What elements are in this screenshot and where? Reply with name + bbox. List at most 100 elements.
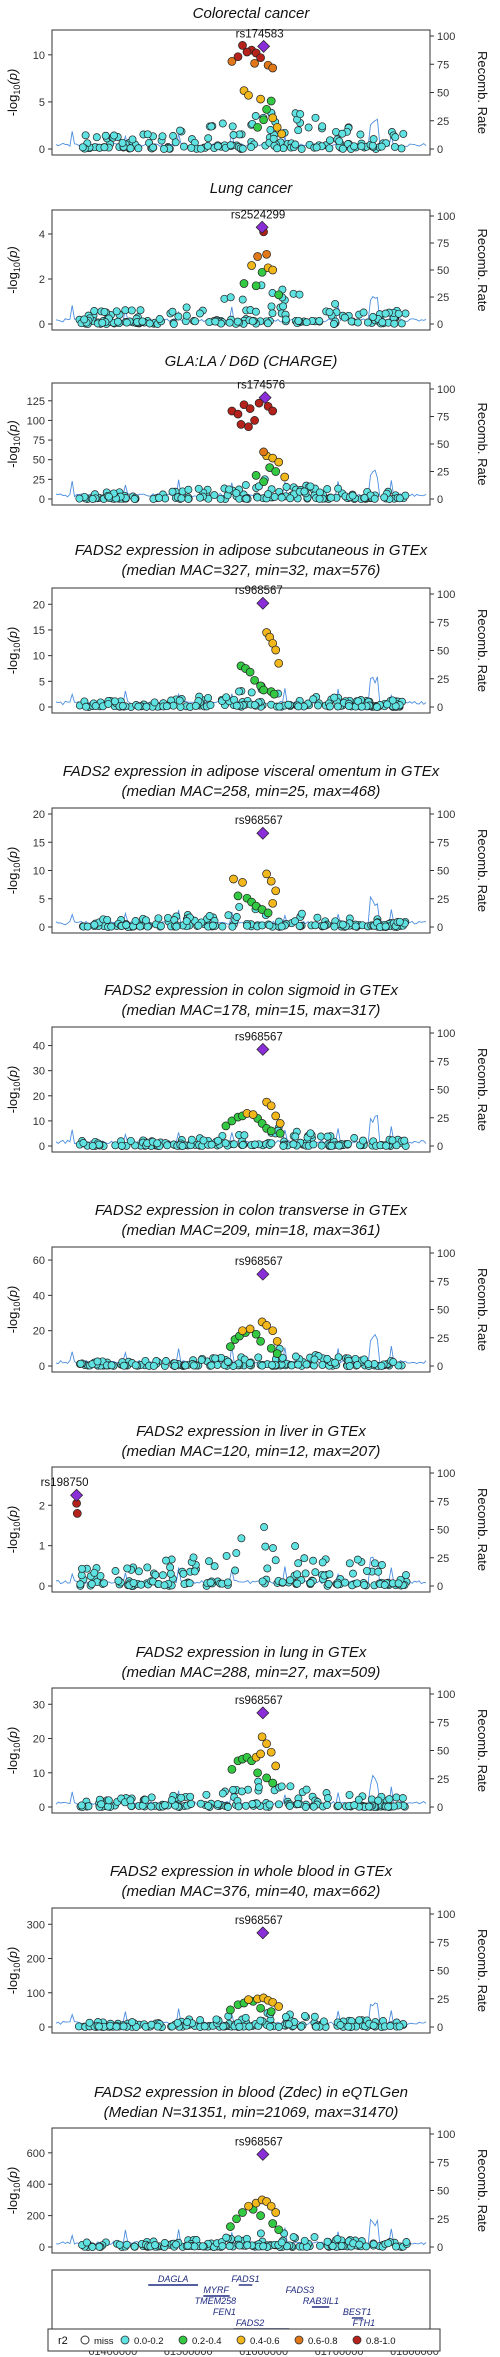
y-tick-label: 0 — [39, 144, 45, 156]
snp-point — [309, 1802, 318, 1811]
snp-point-r2-0.2-0.4 — [253, 122, 262, 132]
snp-point — [326, 136, 334, 145]
snp-point — [293, 1800, 302, 1808]
snp-point — [145, 319, 154, 328]
snp-point — [90, 307, 99, 315]
snp-point — [360, 493, 369, 502]
y2-tick-label: 100 — [437, 1468, 455, 1480]
snp-point — [81, 131, 90, 140]
snp-point — [365, 1802, 373, 1811]
y-tick-label: 0 — [39, 922, 45, 934]
snp-point-r2-0.4-0.6 — [266, 2201, 276, 2211]
snp-point — [333, 1580, 342, 1589]
y-tick-label: 125 — [27, 396, 45, 408]
snp-point-r2-0.2-0.4 — [262, 105, 271, 114]
snp-point — [281, 2012, 290, 2021]
snp-point — [122, 318, 131, 327]
snp-point — [117, 1141, 126, 1150]
snp-point — [355, 2016, 364, 2025]
legend-label: 0.0-0.2 — [134, 2336, 164, 2347]
snp-point — [370, 494, 379, 503]
snp-point — [295, 290, 304, 299]
panel-9: FADS2 expression in lung in GTEx (median … — [5, 1644, 490, 1814]
y-tick-label: 100 — [27, 1988, 45, 2000]
snp-point — [374, 1567, 383, 1576]
snp-point — [204, 693, 213, 702]
snp-point — [374, 1796, 383, 1805]
snp-point — [311, 921, 320, 930]
legend-label: miss — [94, 2336, 114, 2347]
snp-point — [293, 1579, 302, 1588]
y2-tick-label: 75 — [437, 1717, 449, 1729]
recomb-rate-line — [55, 895, 427, 926]
snp-point — [267, 302, 276, 311]
snp-point — [184, 494, 193, 503]
snp-point — [316, 1132, 325, 1141]
snp-point — [277, 922, 286, 931]
snp-point-r2-0.4-0.6 — [272, 122, 282, 132]
lead-snp-marker — [256, 1706, 270, 1720]
y-tick-label: 5 — [39, 894, 45, 906]
snp-point-r2-0.4-0.6 — [238, 878, 247, 887]
snp-point — [237, 1534, 246, 1543]
panel-8: FADS2 expression in liver in GTEx (median… — [5, 1423, 490, 1593]
snp-point — [382, 1141, 391, 1150]
snp-point — [362, 1566, 371, 1575]
snp-point — [310, 2012, 319, 2021]
snp-point — [241, 2013, 250, 2022]
y-tick-label: 0 — [39, 702, 45, 714]
snp-point-r2-0.2-0.4 — [265, 463, 275, 472]
snp-point — [286, 494, 295, 503]
snp-point — [301, 1569, 310, 1578]
snp-point — [306, 1579, 315, 1588]
snp-point — [383, 700, 392, 709]
snp-point — [341, 1578, 349, 1587]
snp-point — [325, 308, 334, 317]
y-tick-label: 2 — [39, 1500, 45, 1512]
snp-point — [309, 695, 318, 704]
snp-point — [101, 131, 110, 140]
snp-point-r2-0.8-1.0 — [233, 52, 243, 62]
snp-point — [150, 698, 159, 707]
lead-snp-label: rs174576 — [237, 380, 285, 392]
snp-point — [95, 2242, 104, 2251]
y2-tick-label: 50 — [437, 1966, 449, 1978]
snp-point-r2-0.2-0.4 — [271, 467, 281, 476]
snp-point — [284, 2020, 293, 2029]
panel-subtitle: (median MAC=327, min=32, max=576) — [122, 562, 381, 579]
snp-point — [389, 1358, 398, 1366]
snp-point-r2-0.2-0.4 — [251, 471, 261, 480]
snp-point-r2-0.2-0.4 — [266, 2007, 276, 2016]
snp-point — [247, 143, 256, 152]
snp-point-r2-0.2-0.4 — [266, 1126, 276, 1136]
panel-title: FADS2 expression in whole blood in GTEx — [110, 1863, 393, 1880]
snp-point — [331, 1358, 339, 1367]
snp-point — [128, 2018, 137, 2027]
snp-point — [344, 1140, 352, 1148]
snp-point — [345, 1790, 354, 1799]
snp-point — [127, 306, 136, 315]
panel-title: Colorectal cancer — [193, 5, 311, 22]
snp-point-r2-0.2-0.4 — [272, 1349, 282, 1358]
lead-snp-marker — [256, 2147, 270, 2161]
snp-point — [315, 317, 324, 325]
snp-point — [224, 911, 233, 920]
snp-point-r2-0.6-0.8 — [262, 249, 271, 259]
snp-point — [260, 1523, 269, 1532]
snp-point-r2-0.2-0.4 — [226, 2222, 235, 2231]
snp-point — [334, 1801, 343, 1810]
snp-point — [115, 2240, 124, 2249]
snp-point — [204, 1801, 213, 1810]
snp-point — [334, 484, 343, 493]
y2-tick-label: 25 — [437, 1553, 449, 1565]
snp-point — [107, 1361, 116, 1370]
snp-point — [340, 313, 349, 322]
y2-tick-label: 75 — [437, 1276, 449, 1288]
snp-point — [369, 2021, 378, 2030]
snp-point-r2-0.4-0.6 — [266, 1101, 276, 1111]
snp-point — [317, 1141, 326, 1150]
y2-tick-label: 100 — [437, 2129, 455, 2141]
snp-point — [88, 494, 97, 503]
snp-point — [350, 1801, 359, 1810]
snp-point — [224, 1803, 232, 1811]
